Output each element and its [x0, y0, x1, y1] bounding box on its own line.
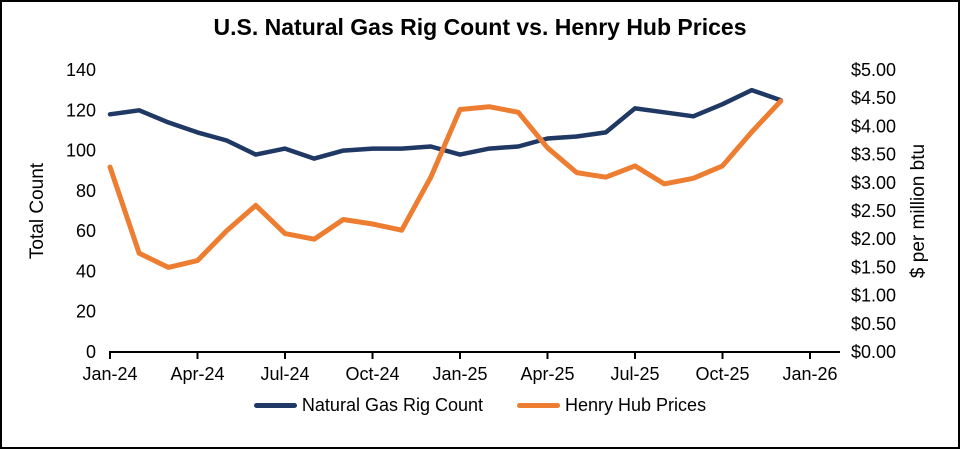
legend: Natural Gas Rig Count Henry Hub Prices: [2, 395, 958, 416]
right-tick-label: $5.00: [851, 60, 896, 80]
left-tick-label: 0: [86, 342, 96, 362]
legend-item-henry-hub-prices: Henry Hub Prices: [517, 395, 706, 416]
x-tick-label: Jan-26: [782, 364, 837, 384]
left-tick-label: 100: [66, 141, 96, 161]
right-tick-label: $1.50: [851, 257, 896, 277]
x-tick-label: Apr-25: [520, 364, 574, 384]
rig-count-line-swatch-icon: [253, 402, 297, 409]
left-tick-label: 120: [66, 100, 96, 120]
right-tick-label: $2.00: [851, 229, 896, 249]
right-tick-label: $4.50: [851, 88, 896, 108]
x-tick-label: Oct-25: [695, 364, 749, 384]
x-tick-label: Jul-25: [610, 364, 659, 384]
left-tick-label: 80: [76, 181, 96, 201]
left-tick-label: 140: [66, 60, 96, 80]
legend-label-rig-count: Natural Gas Rig Count: [301, 395, 484, 415]
right-tick-label: $3.00: [851, 173, 896, 193]
x-tick-label: Jul-24: [260, 364, 309, 384]
left-tick-label: 40: [76, 261, 96, 281]
chart-title: U.S. Natural Gas Rig Count vs. Henry Hub…: [213, 14, 747, 40]
right-tick-label: $0.50: [851, 314, 896, 334]
legend-label-henry-hub: Henry Hub Prices: [565, 395, 707, 415]
left-tick-label: 60: [76, 221, 96, 241]
x-tick-label: Apr-24: [170, 364, 224, 384]
series-line-natural-gas-rig-count: [107, 87, 784, 161]
right-tick-label: $2.50: [851, 201, 896, 221]
legend-item-natural-gas-rig-count: Natural Gas Rig Count: [253, 395, 484, 416]
right-tick-label: $4.00: [851, 116, 896, 136]
henry-hub-line-swatch-icon: [517, 402, 561, 409]
x-tick-label: Jan-24: [82, 364, 137, 384]
right-tick-label: $0.00: [851, 342, 896, 362]
series-line-henry-hub-prices: [107, 98, 784, 270]
right-tick-label: $3.50: [851, 145, 896, 165]
x-tick-label: Oct-24: [345, 364, 399, 384]
left-tick-label: 20: [76, 302, 96, 322]
x-tick-label: Jan-25: [432, 364, 487, 384]
right-tick-label: $1.00: [851, 286, 896, 306]
